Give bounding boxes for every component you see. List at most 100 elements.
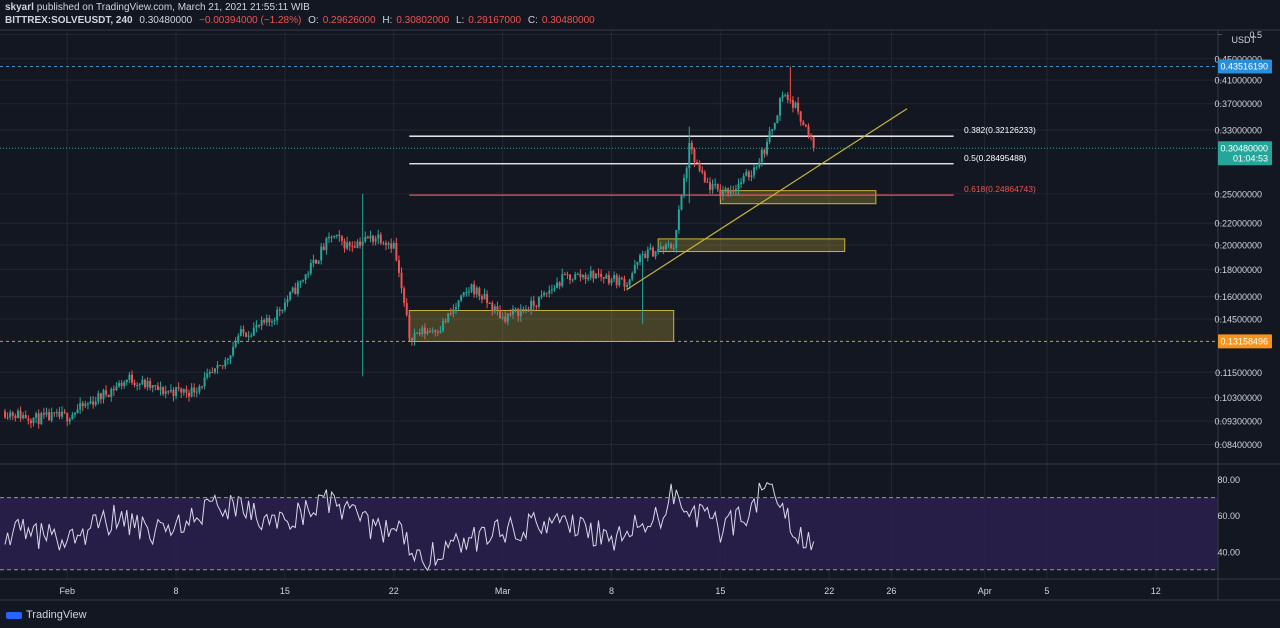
candle-body (265, 318, 268, 323)
candle-body (747, 171, 750, 178)
fib-level-label: 0.382(0.32126233) (964, 125, 1036, 135)
candle-body (190, 387, 193, 397)
rsi-tick-label: 60.00 (1217, 511, 1240, 521)
candle-body (61, 411, 64, 417)
symbol-name[interactable]: BITTREX:SOLVEUSDT, 240 (5, 15, 133, 26)
publisher-name[interactable]: skyarl (5, 2, 34, 13)
candle-body (146, 381, 149, 388)
price-tick-label: 0.16000000 (1214, 292, 1262, 302)
candle-body (255, 325, 258, 328)
time-tick-label: 8 (174, 586, 179, 596)
candle-body (462, 292, 465, 296)
candle-body (364, 236, 367, 242)
candle-body (276, 309, 279, 321)
candle-body (346, 242, 349, 249)
candle-body (11, 412, 14, 416)
price-change: −0.00394000 (−1.28%) (199, 15, 302, 26)
candle-body (45, 412, 48, 415)
candle-body (175, 387, 178, 396)
candle-body (696, 162, 699, 164)
candle-body (786, 94, 789, 100)
low-value: 0.29167000 (468, 15, 522, 26)
candle-body (553, 288, 556, 290)
candle-body (164, 391, 167, 394)
candle-body (597, 273, 600, 275)
candle-body (491, 303, 494, 312)
candle-body (73, 412, 76, 415)
fib-level-label: 0.618(0.24864743) (964, 184, 1036, 194)
candle-body (569, 274, 572, 281)
candle-body (226, 358, 229, 361)
candle-body (465, 292, 468, 294)
candle-body (701, 170, 704, 173)
candle-body (574, 274, 577, 280)
candle-body (436, 332, 439, 334)
candle-body (403, 288, 406, 304)
candle-body (667, 244, 670, 246)
candle-body (138, 383, 141, 386)
candle-body (221, 365, 224, 367)
candle-body (644, 253, 647, 259)
candle-body (724, 188, 727, 192)
candle-body (81, 403, 84, 407)
candle-body (646, 249, 649, 259)
candle-body (566, 274, 569, 276)
candle-body (708, 182, 711, 190)
candle-body (545, 292, 548, 294)
time-tick-label: 22 (389, 586, 399, 596)
candle-body (169, 389, 172, 392)
candle-body (543, 292, 546, 296)
candle-body (369, 235, 372, 239)
candle-body (470, 284, 473, 292)
candle-body (439, 330, 442, 333)
candle-body (483, 293, 486, 300)
candle-body (286, 299, 289, 303)
candle-body (781, 95, 784, 99)
candle-body (807, 126, 810, 135)
candle-body (63, 411, 66, 413)
candle-body (208, 372, 211, 374)
tradingview-brand[interactable]: TradingView (6, 609, 87, 621)
candle-body (423, 327, 426, 334)
candle-body (193, 387, 196, 393)
brand-name: TradingView (26, 609, 87, 621)
candle-body (548, 290, 551, 294)
candle-body (206, 373, 209, 378)
candle-body (405, 303, 408, 316)
candle-body (649, 247, 652, 250)
candle-body (460, 295, 463, 301)
candle-body (35, 413, 38, 418)
candle-body (55, 411, 58, 413)
candle-body (182, 389, 185, 393)
candle-body (105, 390, 108, 395)
candle-body (620, 277, 623, 279)
candle-body (42, 413, 45, 415)
candle-body (107, 394, 110, 398)
candle-body (794, 102, 797, 108)
candle-body (797, 102, 800, 112)
candle-body (84, 403, 87, 407)
candle-body (343, 240, 346, 249)
candle-body (390, 243, 393, 249)
candle-body (677, 209, 680, 230)
candle-body (558, 282, 561, 286)
candle-body (299, 280, 302, 283)
candle-body (773, 123, 776, 130)
candle-body (260, 320, 263, 326)
candle-body (592, 270, 595, 279)
candle-body (571, 279, 574, 281)
candle-body (14, 415, 17, 418)
candle-body (527, 308, 530, 311)
candle-body (377, 234, 380, 239)
candle-body (245, 332, 248, 337)
time-tick-label: Mar (495, 586, 511, 596)
candle-body (753, 167, 756, 176)
candle-body (514, 308, 517, 310)
candle-body (141, 379, 144, 384)
candle-body (714, 183, 717, 185)
rsi-tick-label: 40.00 (1217, 547, 1240, 557)
candle-body (727, 188, 730, 194)
candle-body (690, 142, 693, 150)
candle-body (348, 242, 351, 246)
